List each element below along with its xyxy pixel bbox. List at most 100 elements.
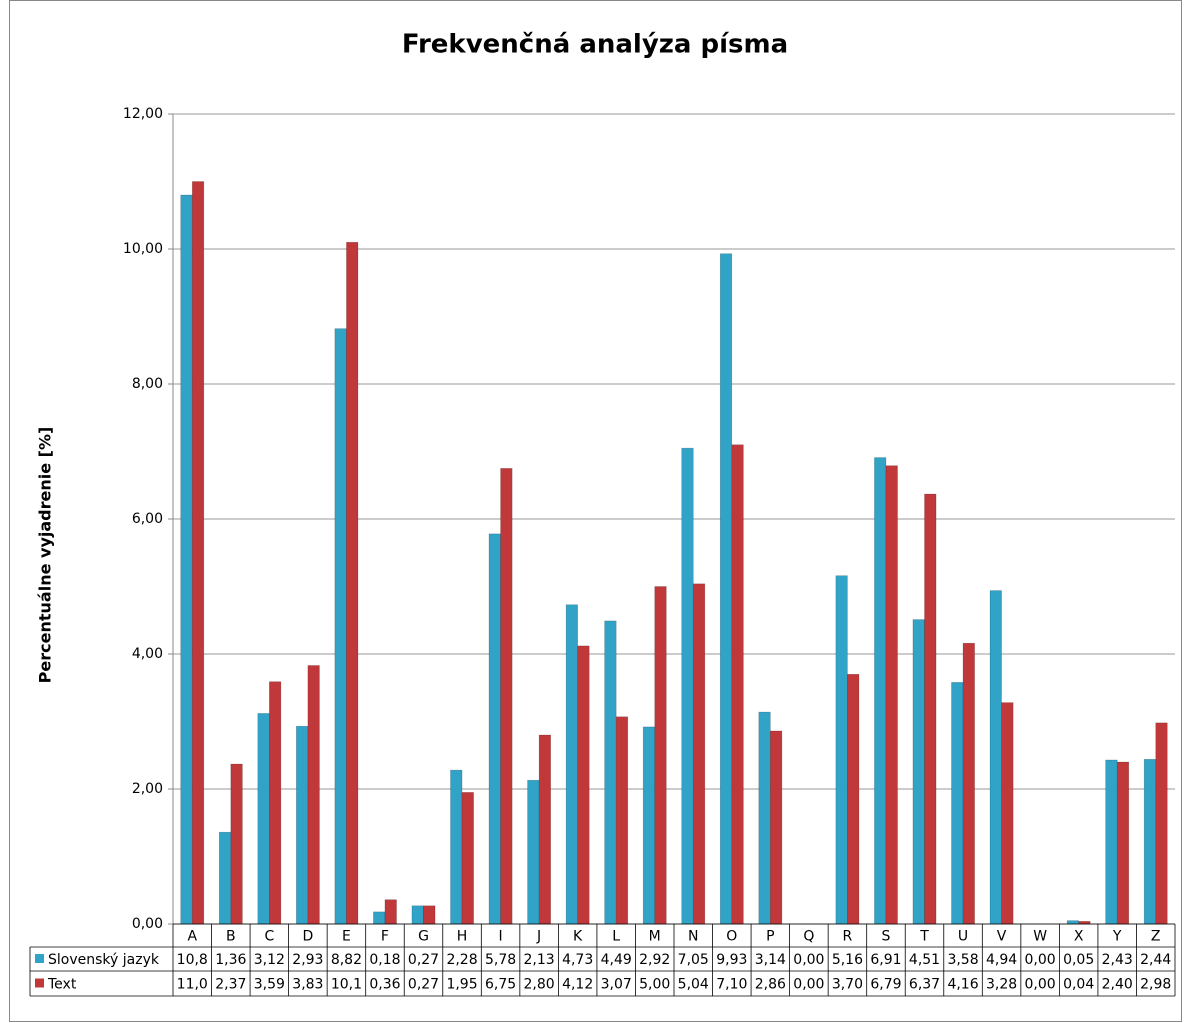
bar (423, 905, 436, 925)
bar (1105, 759, 1118, 925)
table-cell: 3,14 (755, 952, 786, 968)
table-cell: 0,27 (408, 952, 439, 968)
bar (488, 533, 501, 925)
table-cell: 2,86 (755, 977, 786, 993)
table-cell: 2,37 (215, 977, 246, 993)
table-cell: 2,98 (1140, 977, 1171, 993)
x-tick-label: K (573, 929, 583, 945)
table-cell: 4,16 (947, 977, 978, 993)
bar (912, 619, 925, 925)
table-cell: 0,04 (1063, 977, 1094, 993)
bar (565, 604, 578, 925)
bar (847, 673, 860, 925)
table-cell: 6,75 (485, 977, 516, 993)
table-cell: 0,00 (1025, 952, 1056, 968)
x-tick-label: P (766, 929, 774, 945)
table-cell: 6,91 (870, 952, 901, 968)
bar (1078, 920, 1091, 925)
x-tick-label: M (649, 929, 661, 945)
x-tick-label: V (997, 929, 1007, 945)
table-cell: 4,12 (562, 977, 593, 993)
table-cell: 0,36 (369, 977, 400, 993)
x-tick-label: T (919, 929, 929, 945)
x-tick-label: Z (1151, 929, 1161, 945)
table-cell: 2,40 (1102, 977, 1133, 993)
table-cell: 0,00 (793, 977, 824, 993)
bar (692, 583, 706, 925)
table-cell: 2,93 (292, 952, 323, 968)
bar (719, 253, 733, 925)
x-tick-label: G (418, 929, 429, 945)
table-cell: 6,79 (870, 977, 901, 993)
table-cell: 2,80 (524, 977, 555, 993)
bar (461, 792, 474, 925)
bar (527, 779, 540, 925)
x-tick-label: D (302, 929, 313, 945)
table-cell: 0,00 (793, 952, 824, 968)
bar (758, 711, 771, 925)
x-tick-label: Y (1112, 929, 1122, 945)
table-cell: 4,94 (986, 952, 1017, 968)
legend-swatch (35, 954, 44, 963)
table-cell: 3,07 (601, 977, 632, 993)
bar (334, 328, 347, 925)
bar (604, 620, 617, 925)
bar (538, 734, 551, 925)
y-tick-label: 8,00 (132, 376, 163, 392)
table-cell: 8,82 (331, 952, 362, 968)
table-cell: 10,8 (177, 952, 208, 968)
bar (874, 457, 887, 925)
x-tick-label: F (381, 929, 389, 945)
bar (989, 590, 1002, 925)
bar (218, 831, 232, 925)
legend-label: Slovenský jazyk (48, 952, 160, 968)
table-cell: 1,95 (446, 977, 477, 993)
bar (962, 642, 975, 925)
table-cell: 5,00 (639, 977, 670, 993)
bar (1143, 758, 1157, 925)
bar (384, 899, 397, 925)
table-cell: 4,51 (909, 952, 940, 968)
table-cell: 5,78 (485, 952, 516, 968)
y-tick-label: 12,00 (123, 106, 163, 122)
x-tick-label: B (226, 929, 236, 945)
table-cell: 6,37 (909, 977, 940, 993)
table-cell: 2,13 (524, 952, 555, 968)
x-tick-label: L (612, 929, 620, 945)
table-cell: 3,83 (292, 977, 323, 993)
x-tick-label: S (882, 929, 891, 945)
bar (577, 645, 590, 925)
chart-title: Frekvenčná analýza písma (402, 30, 788, 60)
y-tick-label: 6,00 (132, 511, 163, 527)
bar (835, 575, 848, 925)
table-cell: 3,70 (832, 977, 863, 993)
table-cell: 3,28 (986, 977, 1017, 993)
bar (1066, 920, 1079, 925)
x-tick-label: A (187, 929, 197, 945)
table-cell: 7,05 (678, 952, 709, 968)
table-cell: 2,92 (639, 952, 670, 968)
bar (1116, 761, 1130, 925)
table-cell: 3,58 (947, 952, 978, 968)
bar (681, 447, 694, 925)
chart-frame (9, 0, 1182, 1022)
table-cell: 10,1 (331, 977, 362, 993)
bar (1001, 702, 1014, 925)
x-tick-label: U (958, 929, 968, 945)
table-cell: 5,04 (678, 977, 709, 993)
y-axis-label: Percentuálne vyjadrenie [%] (36, 427, 55, 684)
y-tick-label: 4,00 (132, 646, 163, 662)
bar (296, 725, 309, 925)
x-tick-label: E (342, 929, 351, 945)
table-cell: 3,59 (254, 977, 285, 993)
table-cell: 11,0 (177, 977, 208, 993)
bar (450, 769, 463, 925)
bar (951, 682, 964, 925)
table-cell: 2,44 (1140, 952, 1171, 968)
bar (269, 681, 282, 925)
bar (191, 181, 205, 925)
table-cell: 9,93 (716, 952, 747, 968)
x-tick-label: R (843, 929, 853, 945)
x-tick-label: H (457, 929, 468, 945)
